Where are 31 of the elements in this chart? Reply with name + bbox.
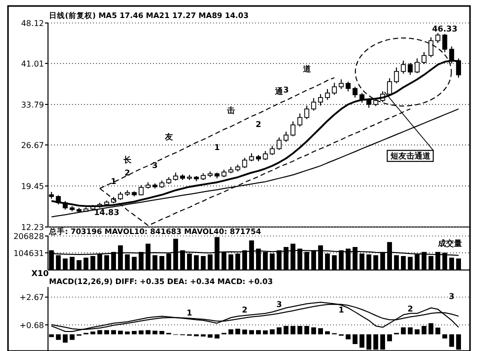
y-tick-label: +2.67 (19, 293, 44, 302)
annotation: 道 (302, 64, 312, 74)
annotation: 1 (214, 142, 220, 152)
y-tick-label: 33.79 (21, 100, 44, 110)
annotation: 46.33 (432, 24, 458, 34)
annotation: 2 (242, 306, 248, 315)
y-tick-label: 206828 (13, 232, 44, 241)
y-tick-label: 19.45 (21, 182, 44, 191)
annotation: 1 (110, 176, 117, 186)
annotation: 友 (164, 132, 173, 142)
y-tick-label: 12.23 (21, 223, 44, 232)
annotation: 2 (407, 304, 414, 314)
annotation: 2 (256, 120, 262, 130)
annotation: 3 (283, 85, 289, 94)
y-tick-label: 48.12 (21, 19, 44, 28)
annotation: 1 (338, 306, 344, 315)
annotation: 通 (274, 87, 284, 96)
annotation: 短友击通道 (389, 151, 432, 160)
y-tick-label: 104631 (13, 248, 44, 258)
annotation: 14.83 (94, 208, 120, 218)
annotation: 成交量 (437, 238, 462, 248)
annotation: 1 (186, 308, 193, 318)
annotation: 2 (124, 168, 130, 178)
annotation: X10 (31, 269, 50, 278)
annotation: 3 (448, 292, 454, 301)
annotation: 击 (226, 106, 235, 115)
y-tick-label: 41.01 (21, 59, 44, 68)
y-tick-label: 26.67 (21, 140, 44, 150)
annotation: 3 (276, 300, 282, 310)
y-tick-label: +0.68 (19, 320, 44, 330)
annotation: 长 (122, 155, 132, 164)
